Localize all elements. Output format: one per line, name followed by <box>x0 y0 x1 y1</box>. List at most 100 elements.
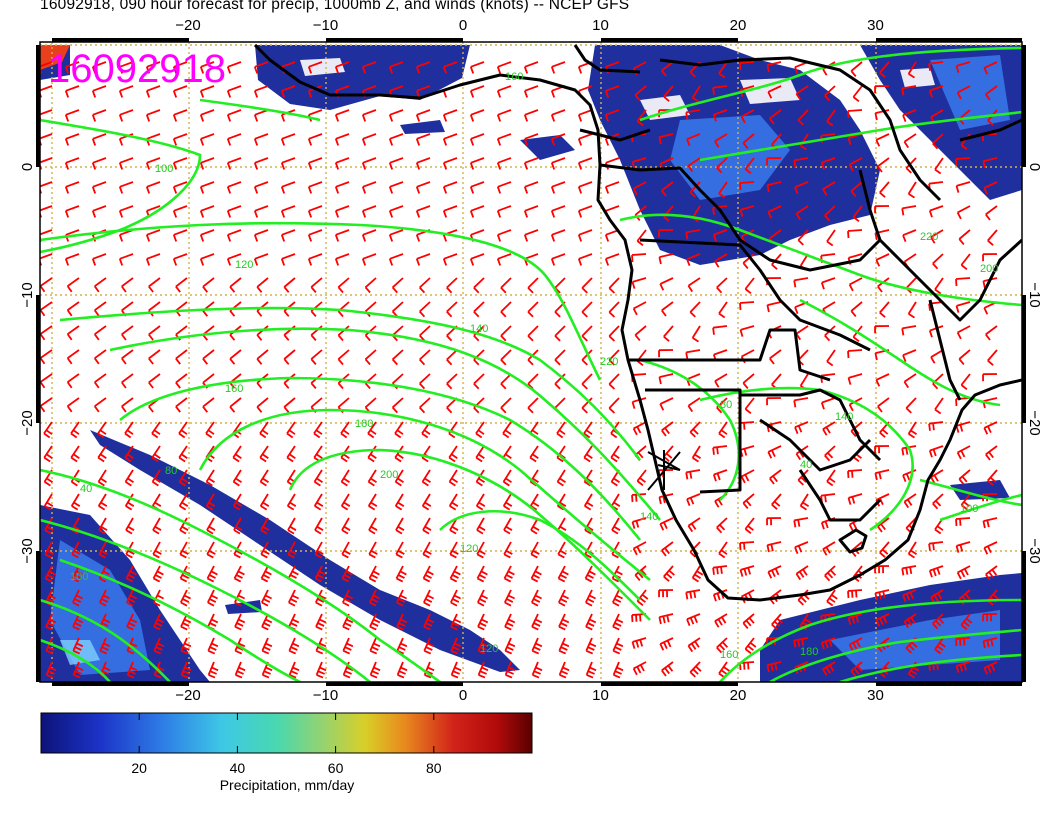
wind-barb <box>415 109 431 122</box>
wind-barb <box>340 469 350 487</box>
contour-label: 180 <box>800 646 818 658</box>
wind-barb <box>905 637 918 654</box>
wind-barb <box>612 613 624 631</box>
wind-barb <box>527 277 539 294</box>
wind-barb <box>334 133 350 146</box>
frame-bar <box>326 682 463 686</box>
wind-barb <box>608 373 620 390</box>
wind-barb <box>902 469 917 483</box>
wind-barb <box>712 325 728 335</box>
wind-barb <box>550 229 566 242</box>
wind-barb <box>718 541 728 559</box>
wind-barb <box>928 541 944 551</box>
wind-barb <box>256 277 269 293</box>
wind-barb <box>932 613 945 630</box>
wind-barb <box>902 349 917 363</box>
wind-barb <box>259 445 269 463</box>
wind-barb <box>632 421 647 436</box>
wind-barb <box>118 61 134 74</box>
wind-barb <box>739 661 755 671</box>
wind-barb <box>739 301 755 311</box>
wind-barb <box>739 445 755 457</box>
wind-barb <box>503 589 515 607</box>
wind-barb <box>93 277 107 293</box>
wind-barb <box>958 469 971 485</box>
wind-barb <box>691 325 701 343</box>
wind-barb <box>529 445 539 463</box>
wind-barb <box>145 85 161 98</box>
wind-barb <box>903 493 917 509</box>
wind-barb <box>934 157 944 175</box>
wind-barb <box>794 181 809 195</box>
wind-barb <box>148 277 161 293</box>
wind-barb <box>874 445 890 454</box>
wind-barb <box>396 637 408 655</box>
wind-barb <box>634 325 647 341</box>
wind-barb <box>395 589 407 607</box>
wind-barb <box>902 109 917 123</box>
wind-barb <box>45 613 57 631</box>
wind-barb <box>612 661 624 679</box>
wind-barb <box>207 637 219 655</box>
wind-barb <box>661 541 674 557</box>
wind-barb <box>687 637 701 653</box>
wind-barb <box>40 325 53 341</box>
wind-barb <box>793 157 809 168</box>
wind-barb <box>604 181 620 194</box>
wind-barb <box>556 469 566 487</box>
wind-barb <box>172 85 188 98</box>
wind-barb <box>826 109 836 127</box>
wind-barb <box>259 421 269 439</box>
wind-barb <box>422 565 434 583</box>
wind-barb <box>523 133 539 146</box>
wind-barb <box>91 85 107 98</box>
wind-barb <box>557 565 569 583</box>
wind-barb <box>983 61 998 75</box>
wind-barb <box>797 589 810 606</box>
wind-barb <box>364 397 377 414</box>
wind-barb <box>151 445 161 463</box>
wind-barb <box>550 205 566 218</box>
wind-barb <box>930 469 944 484</box>
wind-barb <box>449 565 461 583</box>
frame-bar <box>52 682 189 686</box>
wind-barb <box>283 301 296 317</box>
wind-barb <box>556 421 566 439</box>
wind-barb <box>307 253 323 266</box>
wind-barb <box>875 373 890 387</box>
wind-barb <box>72 661 84 679</box>
wind-barb <box>901 565 917 576</box>
wind-barb <box>632 301 647 316</box>
wind-barb <box>342 661 354 679</box>
wind-barb <box>658 349 674 358</box>
contour-label: 200 <box>980 263 998 275</box>
wind-barb <box>99 637 111 655</box>
wind-barb <box>172 229 188 242</box>
wind-barb <box>739 565 755 577</box>
wind-barb <box>903 373 917 389</box>
wind-barb <box>145 229 161 242</box>
wind-barb <box>40 397 53 413</box>
colorbar-label: 40 <box>229 760 246 776</box>
wind-barb <box>877 637 890 653</box>
wind-barb <box>874 325 890 334</box>
frame-bar <box>36 551 40 682</box>
wind-barb <box>287 517 297 535</box>
wind-barb <box>985 565 998 581</box>
wind-barb <box>70 421 80 439</box>
lat-tick-left: −30 <box>19 538 36 563</box>
wind-barb <box>550 253 566 266</box>
wind-barb <box>93 325 107 341</box>
wind-barb <box>172 205 188 218</box>
wind-barb <box>442 253 458 266</box>
wind-barb <box>253 85 269 98</box>
wind-barb <box>253 229 269 242</box>
wind-barb <box>394 445 404 463</box>
wind-barb <box>604 253 620 266</box>
wind-barb <box>500 349 512 366</box>
wind-barb <box>504 613 516 631</box>
wind-barb <box>315 661 327 679</box>
wind-barb <box>496 181 512 194</box>
wind-barb <box>310 277 323 293</box>
wind-barb <box>391 325 404 342</box>
